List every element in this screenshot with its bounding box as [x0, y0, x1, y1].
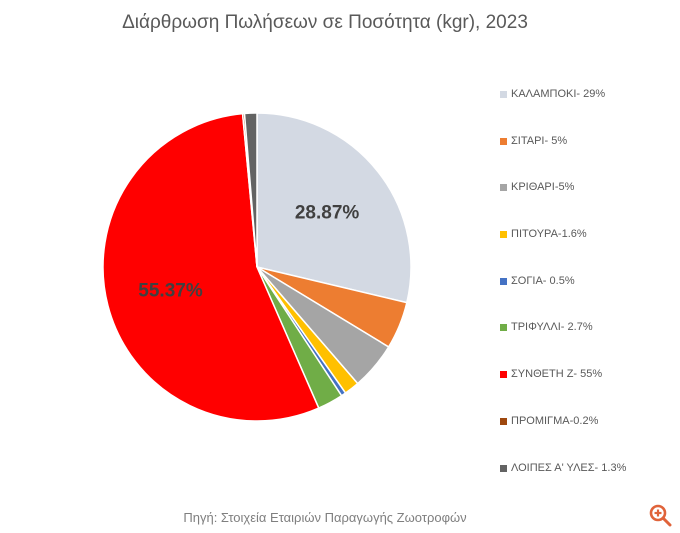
pie-slice [243, 112, 258, 268]
pie-slice [256, 112, 412, 304]
legend-swatch [500, 371, 507, 379]
legend-item: ΛΟΙΠΕΣ Α' ΥΛΕΣ- 1.3% [500, 462, 675, 509]
legend-label: ΚΑΛΑΜΠΟΚΙ- 29% [511, 88, 606, 100]
legend-label: ΚΡΙΘΑΡΙ-5% [511, 181, 575, 194]
legend-swatch [500, 184, 507, 192]
legend-label: ΠΡΟΜΙΓΜΑ-0.2% [511, 414, 599, 427]
pie-slice [102, 112, 320, 422]
zoom-in-icon[interactable] [648, 503, 672, 527]
legend-swatch [500, 417, 507, 425]
legend-item: ΠΡΟΜΙΓΜΑ-0.2% [500, 415, 675, 462]
legend-swatch [500, 464, 507, 472]
legend-item: ΠΙΤΟΥΡΑ-1.6% [500, 228, 675, 275]
legend-item: ΚΡΙΘΑΡΙ-5% [500, 181, 675, 228]
legend-swatch [500, 324, 507, 332]
legend-item: ΣΟΓΙΑ- 0.5% [500, 275, 675, 322]
legend-swatch [500, 91, 507, 98]
legend-label: ΣΟΓΙΑ- 0.5% [511, 274, 575, 287]
pie-data-label: 28.87% [295, 203, 360, 224]
chart-title: Διάρθρωση Πωλήσεων σε Ποσότητα (kgr), 20… [122, 12, 528, 33]
legend-swatch [500, 277, 507, 285]
pie-data-label: 55.37% [138, 280, 203, 301]
legend-item: ΤΡΙΦΥΛΛΙ- 2.7% [500, 321, 675, 368]
legend-label: ΠΙΤΟΥΡΑ-1.6% [511, 228, 587, 241]
legend-item: ΣΥΝΘΕΤΗ Ζ- 55% [500, 368, 675, 415]
chart-legend: ΚΑΛΑΜΠΟΚΙ- 29% ΣΙΤΑΡΙ- 5% ΚΡΙΘΑΡΙ-5% ΠΙΤΟΥΡ… [500, 88, 675, 508]
legend-label: ΤΡΙΦΥΛΛΙ- 2.7% [511, 321, 593, 334]
legend-swatch [500, 231, 507, 239]
legend-label: ΣΥΝΘΕΤΗ Ζ- 55% [511, 368, 603, 381]
legend-label: ΣΙΤΑΡΙ- 5% [511, 134, 568, 147]
legend-item: ΚΑΛΑΜΠΟΚΙ- 29% [500, 88, 675, 135]
legend-label: ΛΟΙΠΕΣ Α' ΥΛΕΣ- 1.3% [511, 461, 627, 474]
chart-source: Πηγή: Στοιχεία Εταιριών Παραγωγής Ζωοτρο… [183, 510, 467, 525]
legend-item: ΣΙΤΑΡΙ- 5% [500, 135, 675, 182]
legend-swatch [500, 137, 507, 145]
